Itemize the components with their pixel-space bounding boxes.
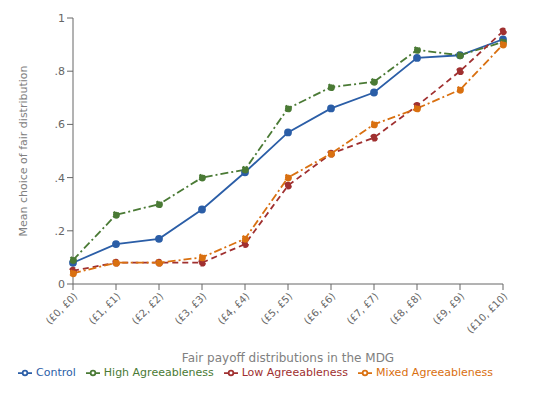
svg-text:(£9, £9): (£9, £9) bbox=[431, 291, 467, 327]
html-text:High Agreeableness: High Agreeableness bbox=[103, 366, 214, 379]
svg-text:(£3, £3): (£3, £3) bbox=[173, 291, 209, 327]
svg-text:(£1, £1): (£1, £1) bbox=[87, 291, 123, 327]
svg-text:Fair payoff distributions in t: Fair payoff distributions in the MDG bbox=[182, 351, 394, 365]
svg-text:(£5, £5): (£5, £5) bbox=[259, 291, 295, 327]
html-text:Control: Control bbox=[36, 366, 76, 379]
svg-text:(£6, £6): (£6, £6) bbox=[302, 291, 338, 327]
svg-text:(£2, £2): (£2, £2) bbox=[130, 291, 166, 327]
svg-text:.6: .6 bbox=[55, 118, 66, 131]
svg-text:1: 1 bbox=[58, 12, 65, 25]
svg-text:(£4, £4): (£4, £4) bbox=[216, 291, 252, 327]
svg-text:.2: .2 bbox=[55, 225, 66, 238]
svg-text:0: 0 bbox=[58, 278, 65, 291]
html-text:Low Agreeableness: Low Agreeableness bbox=[241, 366, 348, 379]
svg-text:Mean choice of fair distributi: Mean choice of fair distribution bbox=[17, 65, 30, 236]
html-text:Mixed Agreeableness: Mixed Agreeableness bbox=[375, 366, 493, 379]
svg-text:.4: .4 bbox=[55, 172, 66, 185]
svg-text:(£7, £7): (£7, £7) bbox=[345, 291, 381, 327]
svg-text:(£0, £0): (£0, £0) bbox=[44, 291, 80, 327]
svg-text:(£10, £10): (£10, £10) bbox=[465, 291, 510, 336]
svg-text:(£8, £8): (£8, £8) bbox=[388, 291, 424, 327]
svg-text:.8: .8 bbox=[55, 65, 66, 78]
